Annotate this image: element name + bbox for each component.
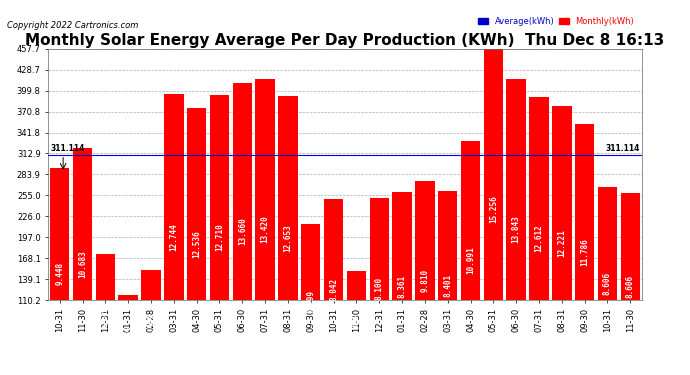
Bar [50,168,70,375]
Bar [233,83,252,375]
Bar [575,124,594,375]
Text: 3.774: 3.774 [124,326,132,349]
Text: 11.786: 11.786 [580,238,589,266]
Bar [164,94,184,375]
Text: 12.612: 12.612 [535,225,544,252]
Text: 8.401: 8.401 [443,274,452,297]
Bar [141,270,161,375]
Bar [301,224,320,375]
Bar [255,79,275,375]
Text: 13.660: 13.660 [238,217,247,245]
Text: 13.843: 13.843 [512,216,521,243]
Text: 15.256: 15.256 [489,195,498,223]
Bar [96,254,115,375]
Text: 12.744: 12.744 [169,223,178,251]
Text: 10.683: 10.683 [78,250,87,278]
Legend: Average(kWh), Monthly(kWh): Average(kWh), Monthly(kWh) [475,14,638,30]
Text: 10.991: 10.991 [466,247,475,274]
Bar [346,271,366,375]
Text: 5.621: 5.621 [101,305,110,328]
Text: 12.536: 12.536 [192,230,201,258]
Text: 9.810: 9.810 [420,269,429,292]
Text: 5.419: 5.419 [146,313,155,336]
Text: 8.361: 8.361 [397,274,406,297]
Bar [370,198,389,375]
Text: 8.100: 8.100 [375,278,384,300]
Text: Copyright 2022 Cartronics.com: Copyright 2022 Cartronics.com [7,21,138,30]
Bar [393,192,412,375]
Bar [552,106,571,375]
Text: 8.606: 8.606 [603,272,612,295]
Bar [73,148,92,375]
Bar [415,181,435,375]
Bar [598,187,617,375]
Bar [438,191,457,375]
Bar [119,295,138,375]
Text: 12.653: 12.653 [284,224,293,252]
Bar [506,80,526,375]
Title: Monthly Solar Energy Average Per Day Production (KWh)  Thu Dec 8 16:13: Monthly Solar Energy Average Per Day Pro… [26,33,664,48]
Bar [324,200,344,375]
Bar [187,108,206,375]
Text: 8.606: 8.606 [626,275,635,298]
Text: 13.420: 13.420 [261,215,270,243]
Bar [210,95,229,375]
Text: 12.221: 12.221 [558,229,566,256]
Text: 311.114: 311.114 [605,144,640,153]
Text: 8.042: 8.042 [329,278,338,301]
Bar [278,96,297,375]
Bar [529,97,549,375]
Text: 7.199: 7.199 [306,290,315,313]
Bar [620,193,640,375]
Text: 311.114: 311.114 [50,144,85,153]
Text: 9.448: 9.448 [55,262,64,285]
Bar [484,38,503,375]
Text: 12.710: 12.710 [215,224,224,251]
Text: 5.004: 5.004 [352,314,361,337]
Bar [461,141,480,375]
